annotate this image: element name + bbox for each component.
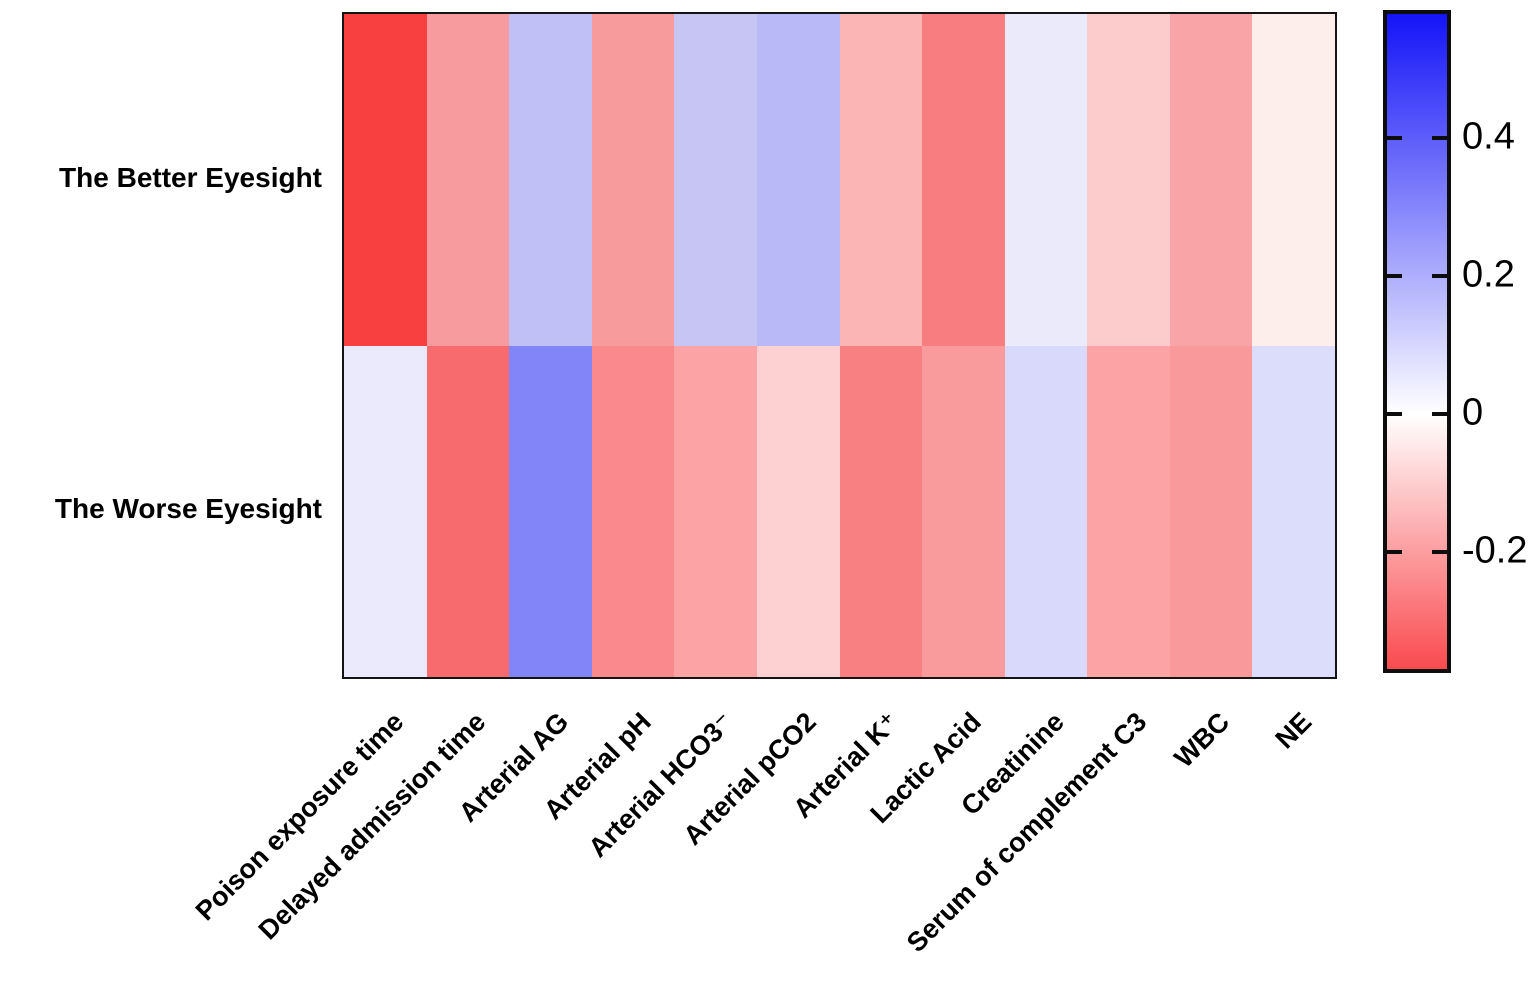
heatmap-cell-r1-c11 [1252,345,1335,677]
x-axis-label-col-4: Arterial HCO3⁻ [582,706,740,864]
heatmap-cell-r0-c10 [1169,14,1253,346]
heatmap-cell-r0-c8 [1004,14,1088,346]
heatmap-cell-r1-c4 [674,345,757,677]
heatmap-grid [344,14,1335,677]
heatmap-cell-r1-c7 [922,345,1005,677]
y-axis-labels: The Better Eyesight The Worse Eyesight [0,12,330,675]
colorbar-tick-right-0 [1432,136,1447,140]
heatmap-cell-r0-c0 [344,14,427,346]
colorbar-tick-left-2 [1387,412,1402,416]
colorbar-tick-right-2 [1432,412,1447,416]
heatmap-cell-r1-c3 [591,345,675,677]
heatmap-cell-r0-c6 [839,14,923,346]
heatmap-cell-r1-c8 [1004,345,1088,677]
y-axis-label-row-0: The Better Eyesight [59,161,322,193]
heatmap-cell-r1-c9 [1087,345,1170,677]
colorbar-tick-label-1: 0.2 [1462,253,1515,296]
heatmap-cell-r1-c1 [426,345,510,677]
heatmap-cell-r0-c3 [591,14,675,346]
colorbar-tick-right-1 [1432,274,1447,278]
heatmap-cell-r0-c9 [1087,14,1170,346]
y-axis-label-row-1: The Worse Eyesight [54,493,322,525]
colorbar-tick-label-3: -0.2 [1462,529,1528,572]
colorbar-tick-label-0: 0.4 [1462,115,1515,158]
heatmap-cell-r1-c5 [756,345,840,677]
colorbar-tick-left-3 [1387,550,1402,554]
heatmap-cell-r0-c11 [1252,14,1335,346]
colorbar-tick-right-3 [1432,550,1447,554]
heatmap-cell-r0-c2 [509,14,592,346]
x-axis-label-col-10: WBC [1168,706,1235,774]
heatmap-cell-r1-c2 [509,345,592,677]
heatmap-cell-r0-c4 [674,14,757,346]
heatmap-cell-r0-c5 [756,14,840,346]
heatmap-cell-r1-c0 [344,345,427,677]
colorbar-tick-label-2: 0 [1462,391,1484,434]
heatmap-cell-r0-c1 [426,14,510,346]
colorbar [1383,10,1451,673]
x-axis-label-col-11: NE [1269,706,1318,755]
colorbar-tick-left-1 [1387,274,1402,278]
heatmap-cell-r1-c6 [839,345,923,677]
heatmap-cell-r0-c7 [922,14,1005,346]
colorbar-tick-left-0 [1387,136,1402,140]
colorbar-gradient [1387,14,1447,669]
heatmap-cell-r1-c10 [1169,345,1253,677]
heatmap-plot-area [342,12,1337,679]
